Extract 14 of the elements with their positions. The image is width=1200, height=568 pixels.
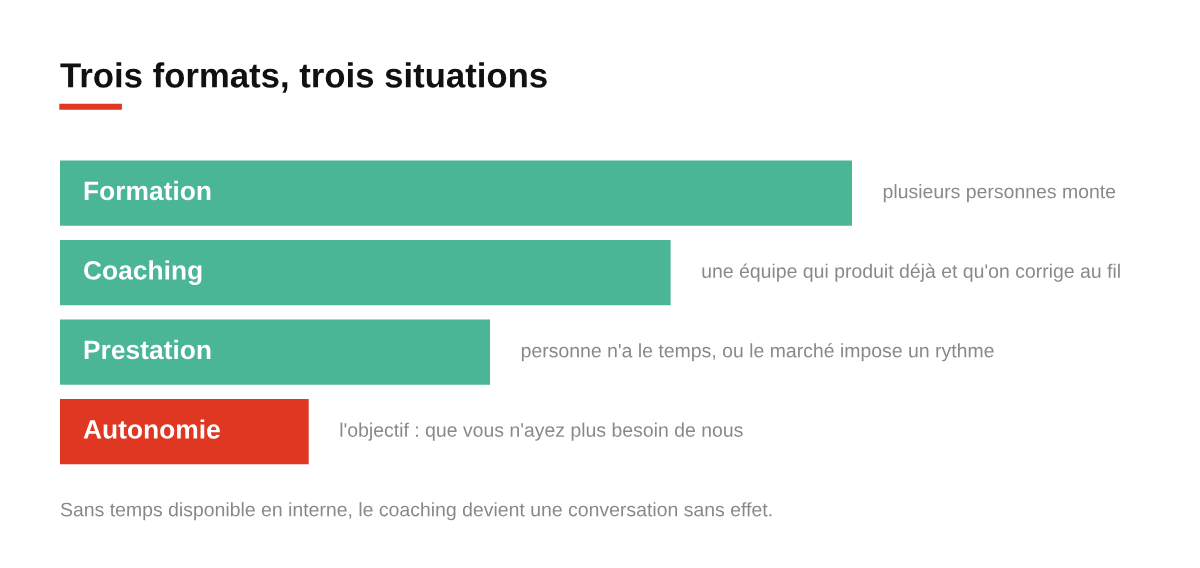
annotation: une équipe qui produit déjà et qu'on corrige au fil: [702, 263, 1120, 282]
bar: [60, 160, 852, 226]
annotation: l'objectif : que vous n'ayez plus besoin de nous: [340, 422, 743, 441]
chart-title: Trois formats, trois situations: [60, 62, 547, 93]
bar: [60, 319, 491, 385]
annotation: plusieurs personnes monte: [883, 184, 1116, 203]
y-tick-label: Formation: [84, 180, 211, 201]
bar: [60, 240, 671, 306]
y-tick-label: Coaching: [84, 260, 202, 285]
text: Sans temps disponible en interne, le coaching devient une conversation sans effet.: [60, 502, 772, 521]
annotation: personne n'a le temps, ou le marché impose un rythme: [521, 342, 994, 362]
y-tick-label: Autonomie: [83, 419, 220, 439]
bar: [60, 399, 309, 465]
y-tick-label: Prestation: [84, 339, 211, 360]
